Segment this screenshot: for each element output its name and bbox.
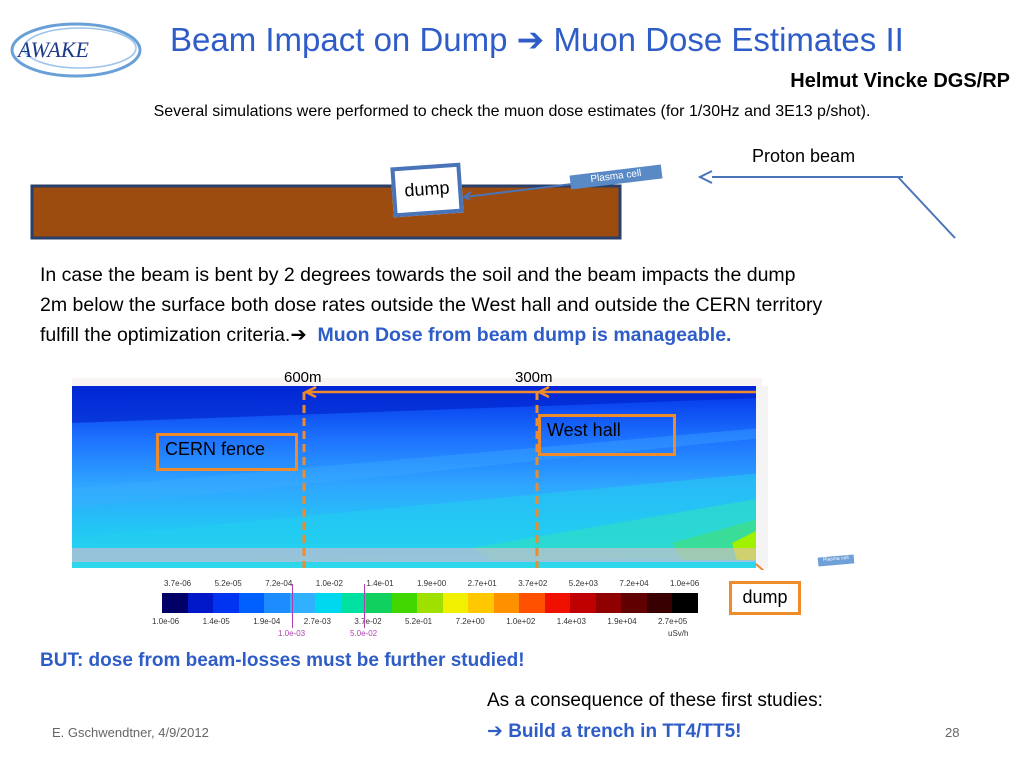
colorbar-cell (570, 593, 597, 613)
colorbar-cell (646, 593, 673, 613)
colorbar-cell (315, 593, 342, 613)
colorbar-top-label: 5.2e+03 (568, 579, 598, 588)
colorbar-top-label: 3.7e-06 (164, 579, 192, 588)
colorbar-cell (417, 593, 444, 613)
distance-arrow-icon (303, 385, 317, 399)
colorbar-cell (442, 593, 469, 613)
awake-logo: AWAKE (10, 22, 142, 78)
colorbar-top-label: 1.0e+06 (670, 579, 700, 588)
paragraph-line-2: 2m below the surface both dose rates out… (40, 294, 823, 316)
colorbar-cell (213, 593, 240, 613)
colorbar-cell (468, 593, 495, 613)
colorbar-bottom-label: 1.9e-04 (253, 617, 281, 626)
logo-text: AWAKE (16, 37, 90, 62)
colorbar-sub-tick (364, 584, 365, 628)
paragraph-line-3: fulfill the optimization criteria.➔ Muon… (40, 320, 1000, 350)
colorbar-unit: uSv/h (668, 629, 689, 638)
colorbar-bottom-label: 2.7e+05 (658, 617, 688, 626)
colorbar-top-label: 1.4e-01 (366, 579, 394, 588)
colorbar-cell (391, 593, 418, 613)
colorbar-cell (289, 593, 316, 613)
colorbar-cell (162, 593, 189, 613)
colorbar-cell (493, 593, 520, 613)
colorbar-bottom-label: 1.9e+04 (607, 617, 637, 626)
soil-block (30, 184, 622, 240)
marker-300-label: 300m (515, 369, 553, 386)
colorbar-cell (621, 593, 648, 613)
colorbar-cell (519, 593, 546, 613)
dose-colorbar: 3.7e-06 5.2e-05 7.2e-04 1.0e-02 1.4e-01 1.9e+… (150, 576, 720, 640)
beam-dump-diagram (30, 170, 956, 240)
colorbar-top-label: 1.0e-02 (315, 579, 343, 588)
dump-marker-box: dump (729, 581, 801, 615)
colorbar-sub-tick (292, 584, 293, 628)
colorbar-top-label: 2.7e+01 (467, 579, 497, 588)
title-part2: Muon Dose Estimates II (544, 21, 904, 58)
colorbar-top-label: 7.2e+04 (619, 579, 649, 588)
marker-600-label: 600m (284, 369, 322, 386)
colorbar-bottom-label: 2.7e-03 (303, 617, 331, 626)
colorbar-cell (340, 593, 367, 613)
west-hall-box: West hall (538, 414, 676, 456)
dose-map-plot (72, 378, 768, 570)
beam-losses-warning: BUT: dose from beam-losses must be furth… (40, 650, 525, 671)
colorbar-cell (238, 593, 265, 613)
colorbar-top-label: 5.2e-05 (214, 579, 242, 588)
colorbar-top-label: 7.2e-04 (265, 579, 293, 588)
period: . (726, 324, 732, 346)
author-name: Helmut Vincke DGS/RP (790, 70, 1010, 92)
colorbar-bottom-label: 1.0e-06 (152, 617, 180, 626)
page-number: 28 (945, 725, 960, 740)
intro-text: Several simulations were performed to ch… (153, 103, 871, 120)
title-arrow-icon: ➔ (516, 21, 545, 58)
footer-author-date: E. Gschwendtner, 4/9/2012 (52, 725, 209, 740)
manageable-highlight: Muon Dose from beam dump is manageable (317, 324, 727, 346)
dump-box: dump (390, 162, 464, 218)
cern-fence-box: CERN fence (156, 433, 298, 471)
title-part1: Beam Impact on Dump (170, 21, 517, 58)
build-trench-label: Build a trench in TT4/TT5! (502, 721, 742, 742)
build-trench-text: ➔ Build a trench in TT4/TT5! (487, 720, 742, 743)
paragraph-line-1: In case the beam is bent by 2 degrees to… (40, 264, 796, 286)
colorbar-cell (544, 593, 571, 613)
main-paragraph: In case the beam is bent by 2 degrees to… (40, 260, 1000, 350)
colorbar-bottom-label: 5.2e-01 (405, 617, 433, 626)
colorbar-cell (366, 593, 393, 613)
colorbar-bottom-label: 1.4e+03 (556, 617, 586, 626)
colorbar-cell (264, 593, 291, 613)
colorbar-top-label: 1.9e+00 (417, 579, 447, 588)
colorbar-bottom-label: 1.0e+02 (506, 617, 536, 626)
arrow-icon: ➔ (487, 721, 503, 742)
proton-beam-label: Proton beam (752, 146, 856, 166)
paragraph-line-3-text: fulfill the optimization criteria. (40, 324, 291, 346)
colorbar-bottom-label: 7.2e+00 (455, 617, 485, 626)
colorbar-bottom-label: 3.7e-02 (354, 617, 382, 626)
consequence-text: As a consequence of these first studies: (487, 690, 823, 711)
colorbar-sub-label: 1.0e-03 (278, 629, 306, 638)
colorbar-cell (595, 593, 622, 613)
colorbar-bottom-label: 1.4e-05 (202, 617, 230, 626)
beam-arrow-icon (697, 170, 713, 184)
colorbar-cell (672, 593, 699, 613)
slide-title: Beam Impact on Dump ➔ Muon Dose Estimate… (170, 20, 904, 59)
colorbar-top-label: 3.7e+02 (518, 579, 548, 588)
plasma-cell-mini-label: Plasma cell (817, 554, 855, 567)
arrow-icon: ➔ (290, 324, 307, 346)
colorbar-cell (187, 593, 214, 613)
colorbar-sub-label: 5.0e-02 (350, 629, 378, 638)
